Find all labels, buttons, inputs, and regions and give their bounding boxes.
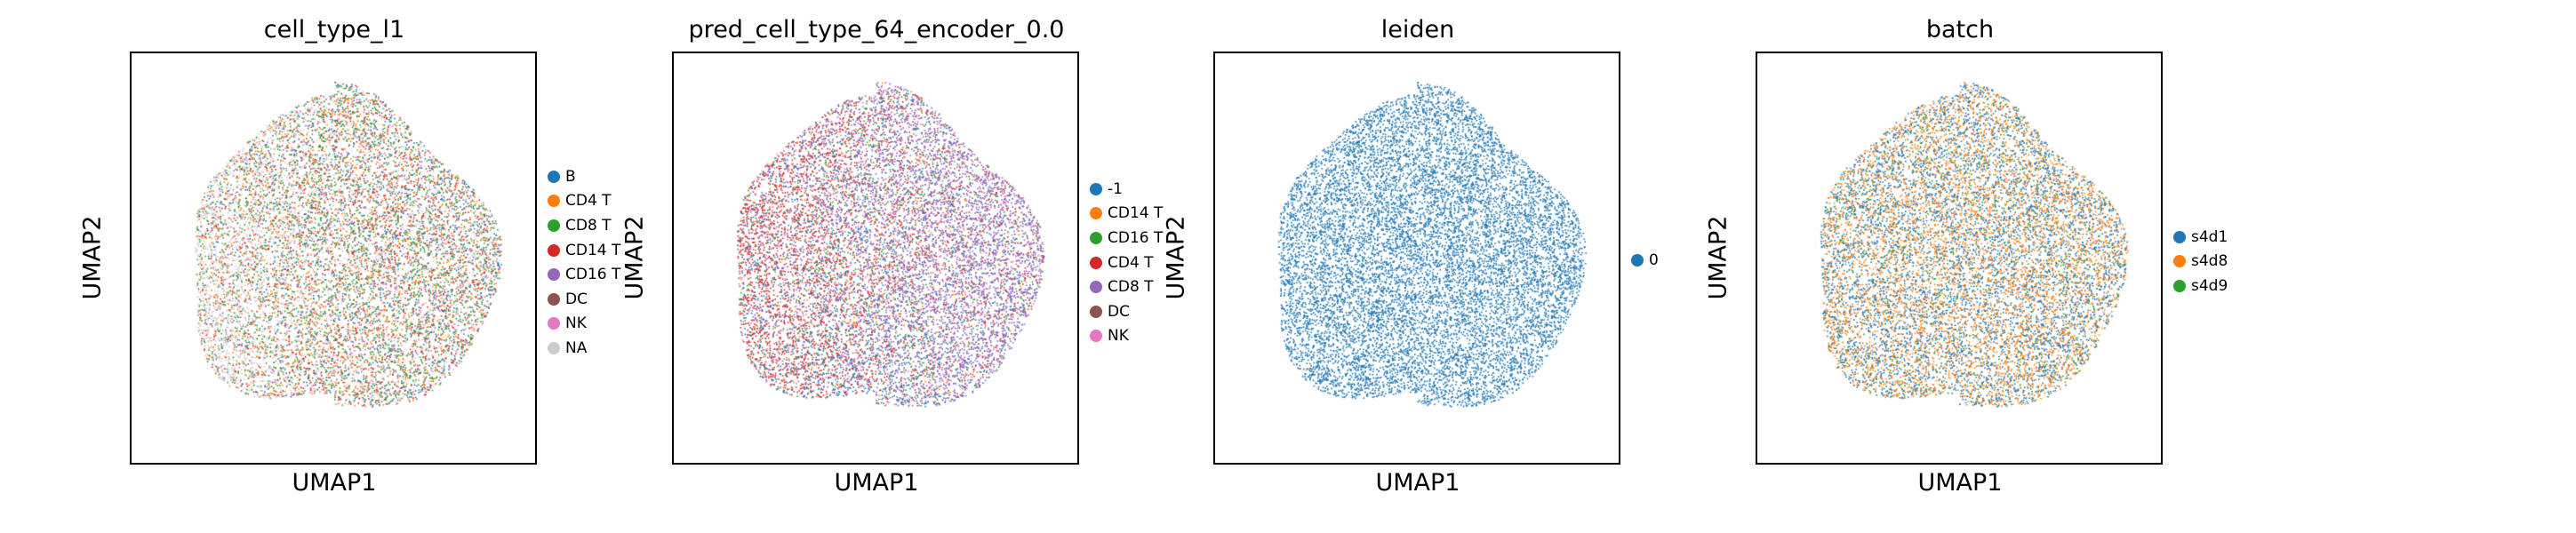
panel-title: pred_cell_type_64_encoder_0.0	[688, 16, 1065, 44]
legend-label: NK	[1108, 327, 1129, 346]
legend-marker	[1090, 330, 1102, 343]
panel-title: batch	[1925, 16, 1995, 44]
legend-label: s4d8	[2191, 252, 2228, 271]
legend-item: s4d8	[2173, 250, 2228, 274]
x-axis-label: UMAP1	[1917, 469, 2003, 497]
umap-scatter-plot	[130, 52, 537, 465]
panel-cell-type-l1: cell_type_l1 UMAP1 UMAP2 B CD4 T CD8 T C…	[79, 0, 752, 533]
legend-label: 0	[1649, 251, 1659, 269]
legend-label: s4d9	[2191, 276, 2228, 295]
legend-marker	[1090, 305, 1102, 318]
umap-scatter-plot	[1213, 52, 1620, 465]
legend-item: 0	[1631, 248, 1659, 273]
panel-title: cell_type_l1	[263, 16, 405, 44]
legend-item: CD8 T	[548, 213, 620, 238]
legend: s4d1 s4d8 s4d9	[2173, 225, 2228, 298]
legend-item: s4d9	[2173, 274, 2228, 298]
legend-item: CD4 T	[548, 189, 620, 214]
scatter-points	[132, 53, 535, 463]
legend-marker	[548, 341, 560, 354]
legend-marker	[1090, 231, 1102, 244]
y-axis-label: UMAP2	[1704, 215, 1732, 300]
panel-pred-cell-type: pred_cell_type_64_encoder_0.0 UMAP1 UMAP…	[621, 0, 1294, 533]
legend-label: CD4 T	[1108, 253, 1154, 272]
x-axis-label: UMAP1	[292, 469, 377, 497]
legend: 0	[1631, 248, 1659, 273]
scatter-points	[1215, 53, 1619, 463]
legend-label: NA	[565, 338, 588, 357]
legend-item: NA	[548, 336, 620, 361]
legend-marker	[1631, 253, 1644, 266]
legend-item: CD14 T	[548, 238, 620, 263]
legend-marker	[548, 219, 560, 232]
y-axis-label: UMAP2	[620, 215, 649, 300]
legend-item: DC	[1090, 299, 1163, 324]
legend-marker	[1090, 182, 1102, 195]
legend-item: CD14 T	[1090, 202, 1163, 227]
legend: -1 CD14 T CD16 T CD4 T CD8 T DC NK	[1090, 177, 1163, 348]
umap-scatter-plot	[672, 52, 1079, 465]
legend-label: B	[565, 167, 576, 186]
legend-marker	[2173, 255, 2186, 268]
legend-marker	[548, 268, 560, 282]
panel-title: leiden	[1380, 16, 1455, 44]
legend-label: DC	[565, 290, 588, 308]
legend-label: -1	[1108, 179, 1123, 198]
umap-scatter-plot	[1756, 52, 2163, 465]
legend-label: s4d1	[2191, 227, 2228, 246]
x-axis-label: UMAP1	[1375, 469, 1460, 497]
legend-item: CD16 T	[1090, 226, 1163, 251]
legend-marker	[548, 170, 560, 183]
legend-label: CD16 T	[1108, 228, 1164, 247]
legend-item: -1	[1090, 177, 1163, 202]
legend-marker	[1090, 207, 1102, 220]
scatter-points	[1757, 53, 2161, 463]
legend-marker	[1090, 256, 1102, 269]
legend: B CD4 T CD8 T CD14 T CD16 T DC NK NA	[548, 164, 620, 361]
panel-batch: batch UMAP1 UMAP2 s4d1 s4d8 s4d9	[1705, 0, 2378, 533]
legend-item: s4d1	[2173, 225, 2228, 250]
legend-item: DC	[548, 287, 620, 312]
legend-label: CD14 T	[565, 241, 621, 259]
legend-marker	[2173, 279, 2186, 292]
legend-marker	[1090, 281, 1102, 294]
legend-item: NK	[1090, 324, 1163, 349]
legend-label: DC	[1108, 302, 1130, 321]
x-axis-label: UMAP1	[834, 469, 919, 497]
panel-leiden: leiden UMAP1 UMAP2 0	[1163, 0, 1836, 533]
legend-label: NK	[565, 314, 587, 333]
legend-item: NK	[548, 312, 620, 337]
y-axis-label: UMAP2	[78, 215, 107, 300]
legend-marker	[2173, 230, 2186, 243]
legend-label: CD8 T	[565, 216, 612, 235]
legend-item: CD16 T	[548, 262, 620, 287]
y-axis-label: UMAP2	[1162, 215, 1190, 300]
legend-item: CD8 T	[1090, 274, 1163, 299]
legend-label: CD16 T	[565, 266, 621, 284]
legend-marker	[548, 195, 560, 208]
legend-item: CD4 T	[1090, 251, 1163, 275]
legend-marker	[548, 317, 560, 330]
legend-label: CD14 T	[1108, 204, 1164, 223]
legend-marker	[548, 292, 560, 306]
legend-label: CD8 T	[1108, 278, 1154, 297]
legend-label: CD4 T	[565, 192, 612, 211]
scatter-points	[674, 53, 1077, 463]
legend-marker	[548, 243, 560, 257]
legend-item: B	[548, 164, 620, 189]
